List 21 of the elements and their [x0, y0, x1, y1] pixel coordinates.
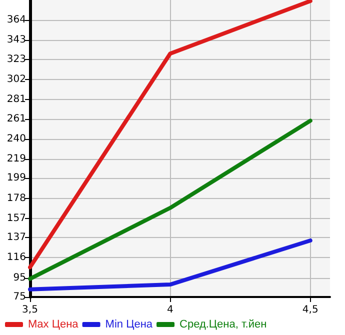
- y-tick-label: 137: [6, 232, 26, 244]
- y-tick-label: 95: [13, 272, 26, 284]
- x-tick-label: 4,5: [302, 304, 318, 316]
- y-tick-label: 364: [6, 14, 26, 26]
- y-tick-label: 116: [6, 252, 26, 264]
- y-tick-label: 219: [6, 154, 26, 165]
- x-tick-label: 4: [167, 304, 174, 316]
- legend-label: Max Цена: [28, 318, 80, 330]
- y-tick-label: 178: [6, 192, 26, 204]
- y-tick-label: 302: [6, 74, 26, 86]
- x-tick-label: 3,5: [22, 304, 38, 316]
- y-tick-label: 261: [6, 113, 26, 124]
- y-tick-label: 343: [6, 34, 26, 46]
- legend-label: Сред.Цена, т.йен: [180, 318, 267, 330]
- y-tick-label: 199: [6, 172, 26, 184]
- y-tick-label: 240: [6, 133, 26, 144]
- legend-label: Min Цена: [105, 318, 154, 330]
- y-tick-label: 281: [6, 94, 26, 106]
- y-tick-label: 75: [13, 292, 26, 302]
- y-tick-label: 323: [6, 54, 26, 65]
- y-tick-label: 157: [6, 212, 26, 224]
